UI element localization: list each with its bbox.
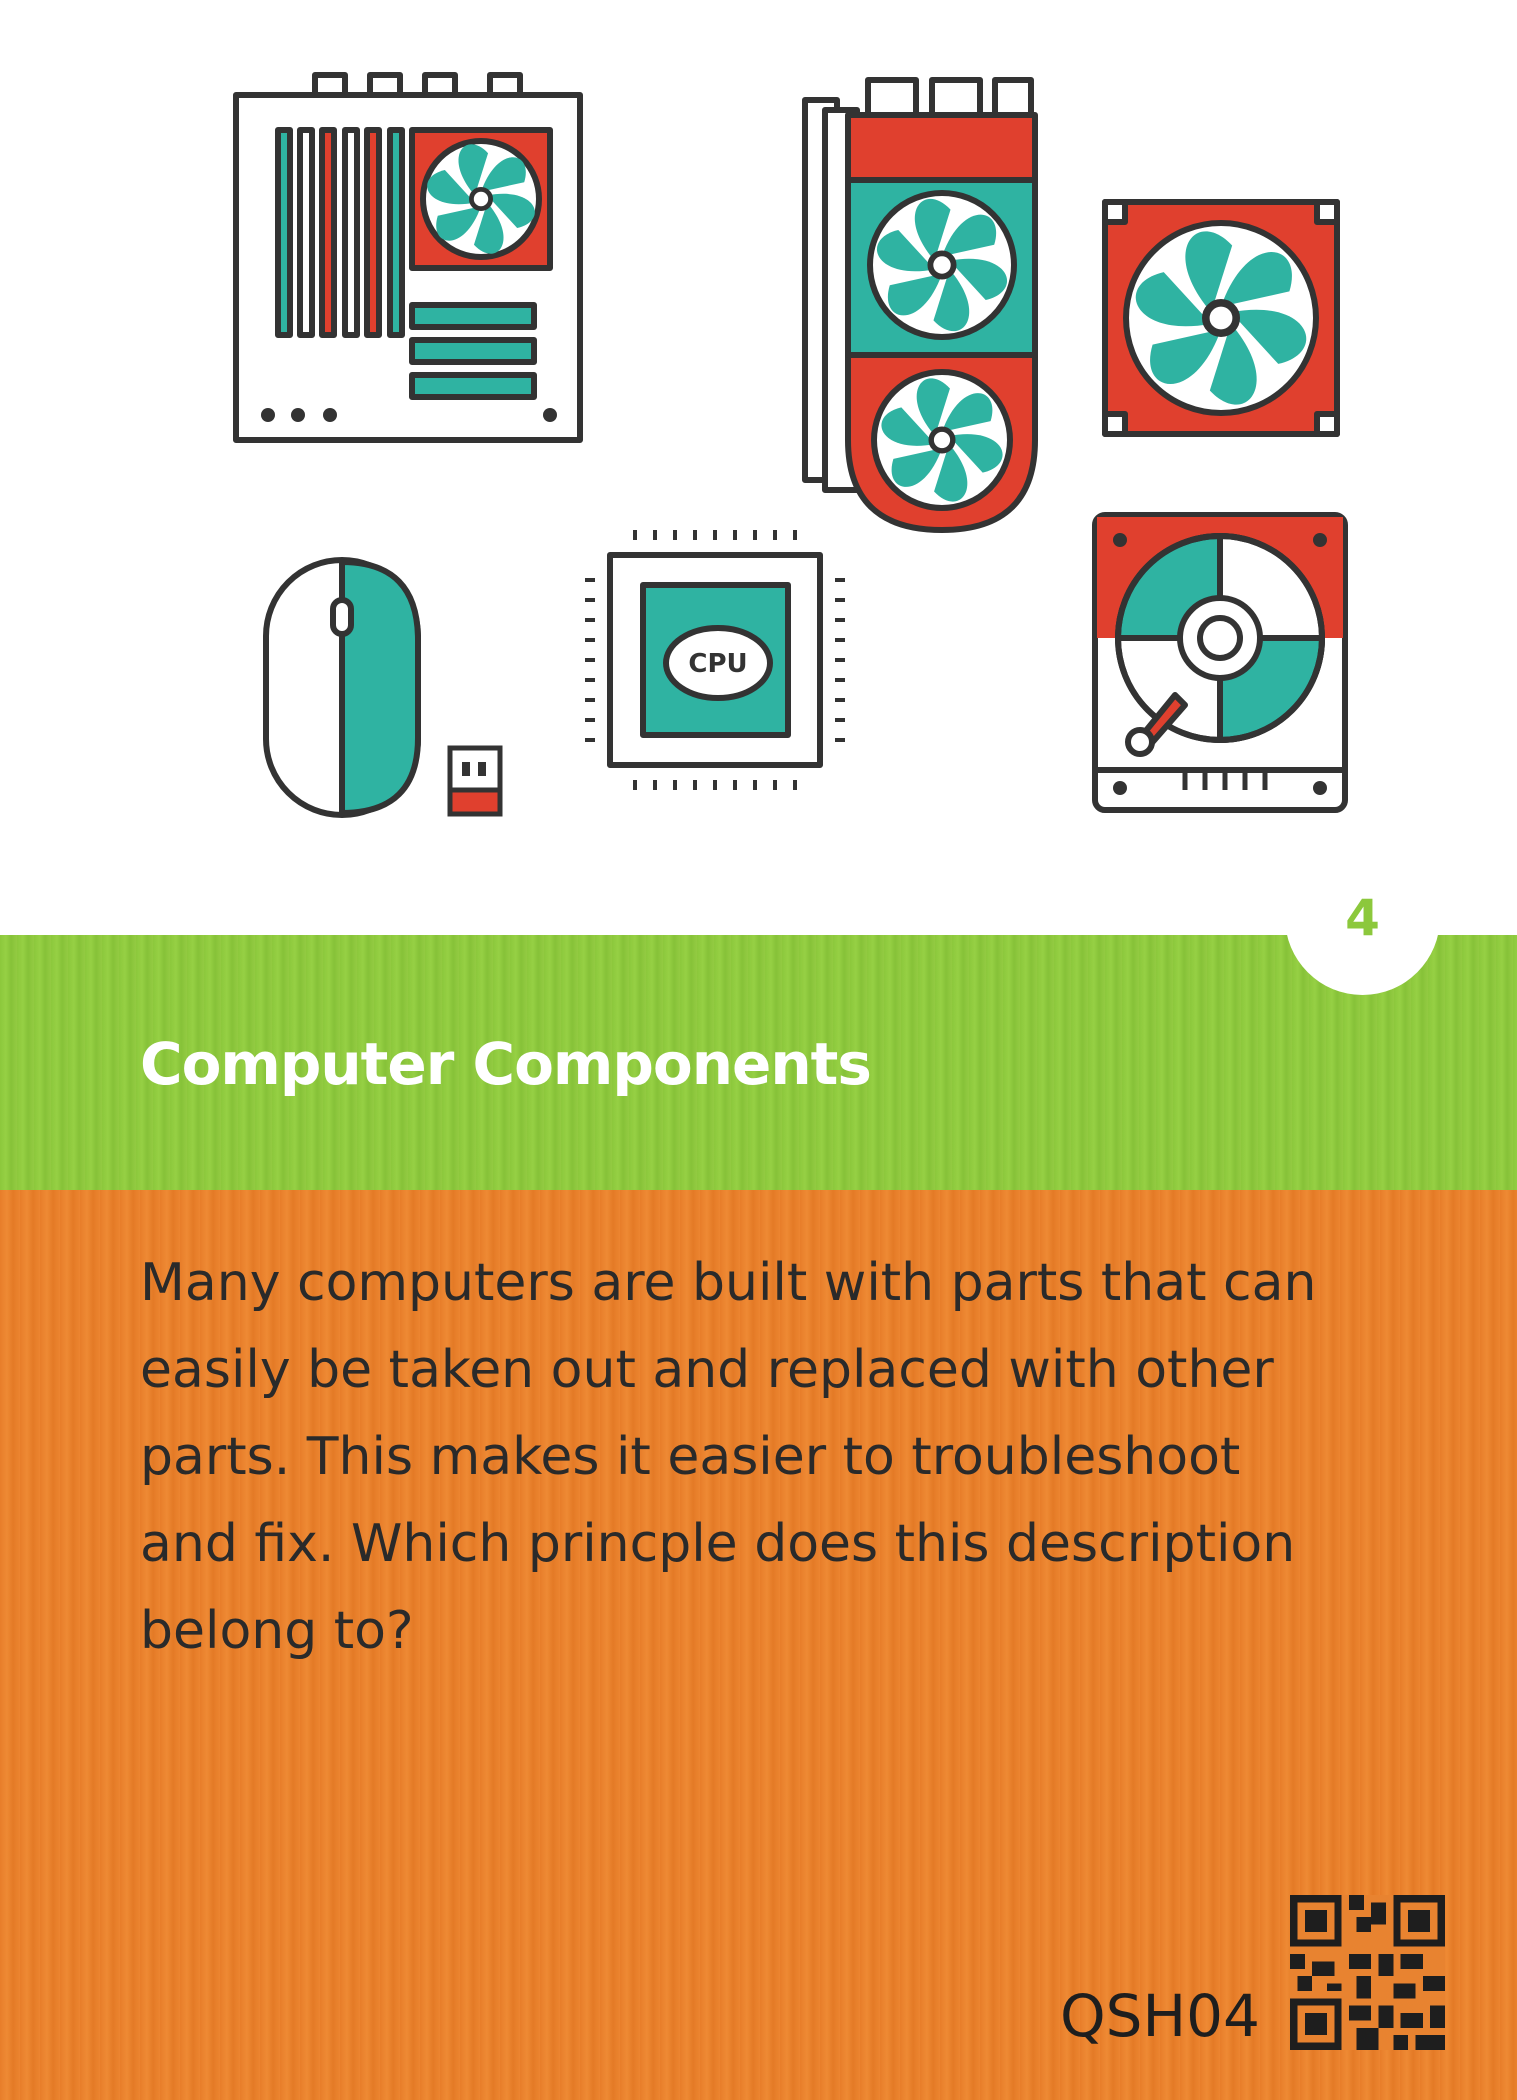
question-band (0, 1190, 1517, 2100)
card-number-badge: 4 (1285, 840, 1440, 995)
motherboard-icon (233, 72, 583, 443)
cpu-label: CPU (688, 649, 747, 679)
hard-drive-icon (1092, 512, 1348, 813)
question-text: Many computers are built with parts that… (140, 1253, 1317, 1661)
usb-receiver-icon (447, 745, 503, 817)
cpu-chip-icon (607, 552, 823, 768)
card-title: Computer Components (140, 1030, 872, 1098)
computer-parts-illustration: CPU (233, 72, 1348, 818)
qr-code-icon (1290, 1895, 1445, 2050)
title-band (0, 935, 1517, 1190)
card-code: QSH04 (1060, 1982, 1260, 2050)
wireless-mouse-icon (263, 557, 421, 818)
